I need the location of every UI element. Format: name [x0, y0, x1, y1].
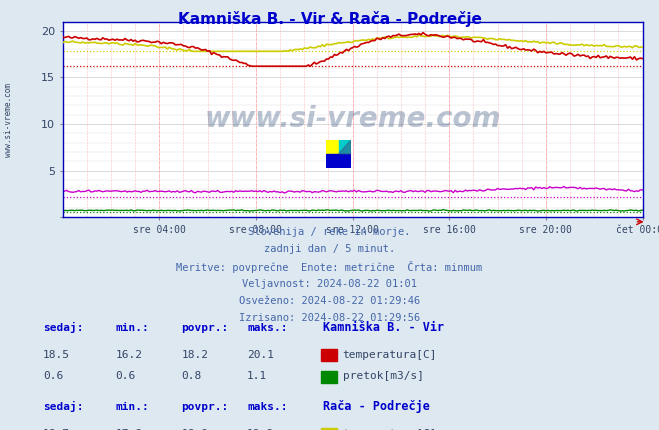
- Bar: [326, 140, 339, 154]
- Text: Meritve: povprečne  Enote: metrične  Črta: minmum: Meritve: povprečne Enote: metrične Črta:…: [177, 261, 482, 273]
- Text: 18.2: 18.2: [181, 350, 208, 360]
- Text: sedaj:: sedaj:: [43, 401, 83, 412]
- Text: 19.8: 19.8: [247, 429, 274, 430]
- Text: 0.6: 0.6: [115, 371, 136, 381]
- Text: zadnji dan / 5 minut.: zadnji dan / 5 minut.: [264, 244, 395, 254]
- Text: 17.8: 17.8: [115, 429, 142, 430]
- Text: sedaj:: sedaj:: [43, 322, 83, 333]
- Text: www.si-vreme.com: www.si-vreme.com: [204, 105, 501, 133]
- Text: Izrisano: 2024-08-22 01:29:56: Izrisano: 2024-08-22 01:29:56: [239, 313, 420, 323]
- Text: 18.9: 18.9: [181, 429, 208, 430]
- Text: povpr.:: povpr.:: [181, 402, 229, 412]
- Text: www.si-vreme.com: www.si-vreme.com: [4, 83, 13, 157]
- Text: temperatura[C]: temperatura[C]: [343, 429, 437, 430]
- Text: 20.1: 20.1: [247, 350, 274, 360]
- Text: 0.8: 0.8: [181, 371, 202, 381]
- Text: min.:: min.:: [115, 402, 149, 412]
- Text: Kamniška B. - Vir & Rača - Podrečje: Kamniška B. - Vir & Rača - Podrečje: [177, 11, 482, 27]
- Text: Osveženo: 2024-08-22 01:29:46: Osveženo: 2024-08-22 01:29:46: [239, 296, 420, 306]
- Polygon shape: [339, 140, 351, 154]
- Text: 1.1: 1.1: [247, 371, 268, 381]
- Bar: [326, 154, 351, 168]
- Text: Rača - Podrečje: Rača - Podrečje: [323, 400, 430, 413]
- Text: Slovenija / reke in morje.: Slovenija / reke in morje.: [248, 227, 411, 237]
- Text: povpr.:: povpr.:: [181, 323, 229, 333]
- Text: maks.:: maks.:: [247, 402, 287, 412]
- Text: 18.5: 18.5: [43, 350, 70, 360]
- Bar: [339, 140, 351, 154]
- Text: Kamniška B. - Vir: Kamniška B. - Vir: [323, 321, 444, 334]
- Text: 16.2: 16.2: [115, 350, 142, 360]
- Text: temperatura[C]: temperatura[C]: [343, 350, 437, 360]
- Text: 18.7: 18.7: [43, 429, 70, 430]
- Text: pretok[m3/s]: pretok[m3/s]: [343, 371, 424, 381]
- Text: min.:: min.:: [115, 323, 149, 333]
- Text: maks.:: maks.:: [247, 323, 287, 333]
- Text: Veljavnost: 2024-08-22 01:01: Veljavnost: 2024-08-22 01:01: [242, 279, 417, 289]
- Text: 0.6: 0.6: [43, 371, 63, 381]
